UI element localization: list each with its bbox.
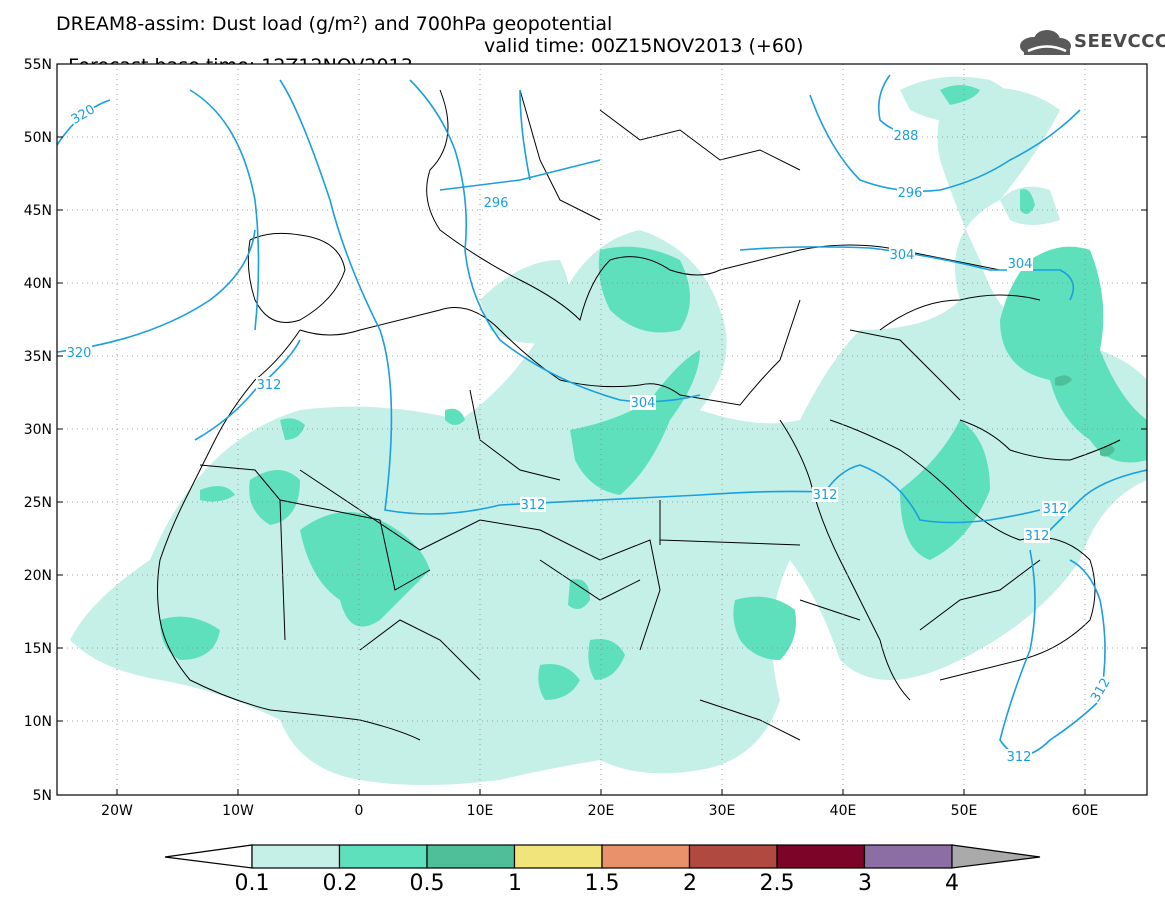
lat-label: 55N xyxy=(24,57,52,73)
lon-label: 20W xyxy=(101,803,133,819)
graticule xyxy=(57,64,1147,795)
lon-label: 40E xyxy=(830,803,857,819)
colorbar-swatch xyxy=(251,844,341,869)
contour-label-320-west: 320 xyxy=(67,346,92,361)
lat-label: 40N xyxy=(24,276,52,292)
geopotential-contours xyxy=(57,74,1147,756)
lat-label: 20N xyxy=(24,568,52,584)
colorbar-swatch xyxy=(513,844,603,869)
contour-labels: 320 320 312 296 288 296 304 304 304 312 … xyxy=(66,102,1116,765)
lat-label: 15N xyxy=(24,641,52,657)
colorbar-label: 0.1 xyxy=(234,871,270,896)
colorbar-label: 1 xyxy=(508,871,522,896)
lon-label: 10E xyxy=(467,803,494,819)
contour-label-296-alps: 296 xyxy=(484,196,509,211)
latitude-labels: 55N 50N 45N 40N 35N 30N 25N 20N 15N 10N … xyxy=(24,57,52,804)
contour-label-288: 288 xyxy=(894,129,919,144)
colorbar-label: 4 xyxy=(945,871,959,896)
colorbar-swatch xyxy=(688,844,778,869)
lat-label: 5N xyxy=(33,788,52,804)
colorbar-label: 2.5 xyxy=(759,871,795,896)
colorbar-swatch xyxy=(426,844,516,869)
lat-label: 10N xyxy=(24,714,52,730)
colorbar-swatch xyxy=(601,844,691,869)
lat-label: 30N xyxy=(24,422,52,438)
lon-label: 20E xyxy=(588,803,615,819)
contour-label-312-arabia: 312 xyxy=(813,488,838,503)
title-line-1: DREAM8-assim: Dust load (g/m²) and 700hP… xyxy=(56,13,613,35)
colorbar-swatch xyxy=(863,844,953,869)
axis-ticks xyxy=(57,63,1147,796)
contour-label-296-east: 296 xyxy=(898,186,923,201)
valid-time: valid time: 00Z15NOV2013 (+60) xyxy=(484,35,804,57)
lat-label: 25N xyxy=(24,495,52,511)
colorbar-high-arrow xyxy=(951,844,1041,869)
contour-label-312-gulf-a: 312 xyxy=(1043,502,1068,517)
contour-label-312-sahara: 312 xyxy=(521,498,546,513)
logo-text: SEEVCCC xyxy=(1074,31,1165,52)
coastlines-borders xyxy=(157,89,1121,741)
colorbar-label: 3 xyxy=(858,871,872,896)
longitude-labels: 20W 10W 0 10E 20E 30E 40E 50E 60E xyxy=(101,803,1098,819)
colorbar-low-arrow xyxy=(164,844,253,869)
lat-label: 50N xyxy=(24,130,52,146)
colorbar-swatch xyxy=(776,844,866,869)
colorbar xyxy=(164,844,1041,869)
colorbar-label: 0.5 xyxy=(409,871,445,896)
contour-label-312-south: 312 xyxy=(1007,750,1032,765)
colorbar-swatch xyxy=(338,844,428,869)
contour-label-312-gulf-b: 312 xyxy=(1025,529,1050,544)
lon-label: 60E xyxy=(1072,803,1099,819)
contour-label-304-caspian: 304 xyxy=(1008,257,1033,272)
contour-label-304-libya: 304 xyxy=(631,396,656,411)
seevccc-logo: SEEVCCC xyxy=(1016,28,1165,58)
dust-layer-medium xyxy=(160,85,1147,700)
colorbar-label: 1.5 xyxy=(584,871,620,896)
lon-label: 0 xyxy=(355,803,364,819)
colorbar-label: 2 xyxy=(683,871,697,896)
lat-label: 45N xyxy=(24,203,52,219)
lon-label: 50E xyxy=(951,803,978,819)
contour-label-304-turkey: 304 xyxy=(890,248,915,263)
contour-label-312-morocco: 312 xyxy=(257,378,282,393)
colorbar-label: 0.2 xyxy=(322,871,358,896)
lat-label: 35N xyxy=(24,349,52,365)
lon-label: 10W xyxy=(222,803,254,819)
lon-label: 30E xyxy=(709,803,736,819)
cloud-logo-icon xyxy=(1020,30,1071,55)
